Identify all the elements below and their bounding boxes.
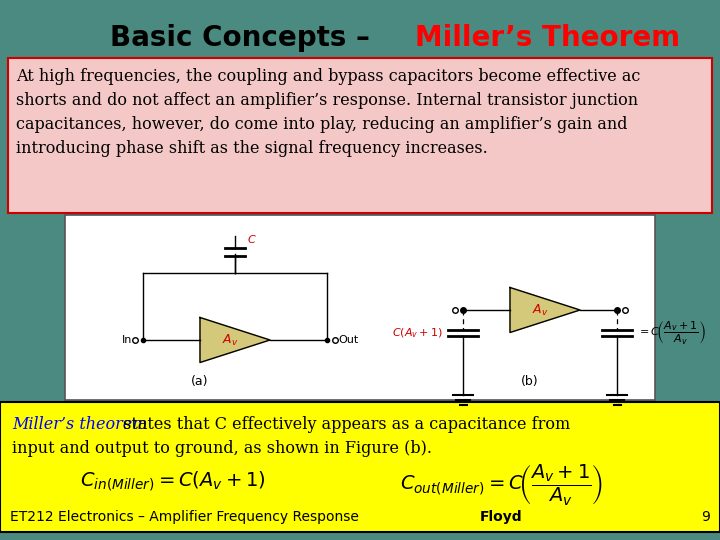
Text: Miller’s theorem: Miller’s theorem <box>12 416 148 433</box>
Polygon shape <box>510 287 580 333</box>
Text: Floyd: Floyd <box>480 510 523 524</box>
Text: At high frequencies, the coupling and bypass capacitors become effective ac
shor: At high frequencies, the coupling and by… <box>16 68 640 158</box>
Text: $C_{in(Miller)} = C(A_v + 1)$: $C_{in(Miller)} = C(A_v + 1)$ <box>80 470 266 493</box>
Bar <box>65 215 655 400</box>
Bar <box>8 58 712 213</box>
Bar <box>0 402 720 532</box>
Text: Out: Out <box>338 335 359 345</box>
Polygon shape <box>200 318 270 362</box>
Text: C: C <box>248 235 256 245</box>
Text: $=C\!\left(\dfrac{A_v+1}{A_v}\right)$: $=C\!\left(\dfrac{A_v+1}{A_v}\right)$ <box>637 320 706 347</box>
Text: Basic Concepts –: Basic Concepts – <box>110 24 379 52</box>
Text: states that C effectively appears as a capacitance from: states that C effectively appears as a c… <box>118 416 570 433</box>
Text: ET212 Electronics – Amplifier Frequency Response: ET212 Electronics – Amplifier Frequency … <box>10 510 359 524</box>
Text: (a): (a) <box>192 375 209 388</box>
Text: (b): (b) <box>521 375 539 388</box>
Text: Miller’s Theorem: Miller’s Theorem <box>415 24 680 52</box>
Text: $C_{out(Miller)} = C\!\left(\dfrac{A_v+1}{A_v}\right)$: $C_{out(Miller)} = C\!\left(\dfrac{A_v+1… <box>400 462 603 507</box>
Text: $C(A_v+1)$: $C(A_v+1)$ <box>392 326 443 340</box>
Text: 9: 9 <box>701 510 710 524</box>
Text: $A_v$: $A_v$ <box>532 302 548 318</box>
Text: $A_v$: $A_v$ <box>222 333 238 348</box>
Text: input and output to ground, as shown in Figure (b).: input and output to ground, as shown in … <box>12 440 432 457</box>
Text: In: In <box>122 335 132 345</box>
